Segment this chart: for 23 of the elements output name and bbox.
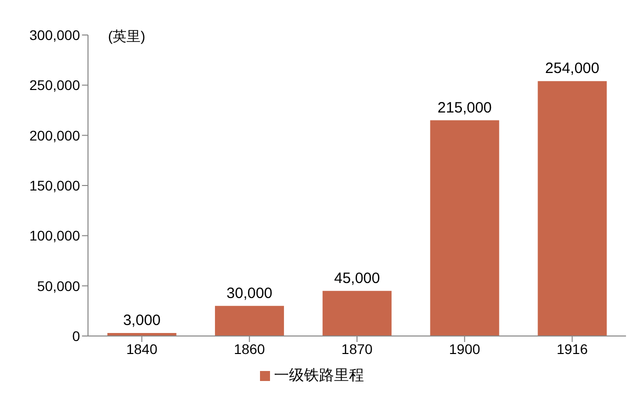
legend-label: 一级铁路里程 <box>274 367 364 384</box>
bar <box>430 120 500 336</box>
y-tick-label: 250,000 <box>29 77 80 94</box>
data-label: 30,000 <box>226 284 272 302</box>
y-tick-label: 300,000 <box>29 26 80 43</box>
x-tick-label: 1860 <box>234 340 266 357</box>
y-tick-label: 200,000 <box>29 127 80 144</box>
x-tick-label: 1870 <box>341 340 373 357</box>
y-axis-title: (英里) <box>108 28 146 46</box>
y-tick-label: 0 <box>72 328 80 344</box>
y-tick-label: 150,000 <box>29 177 80 194</box>
bar <box>322 290 392 336</box>
data-label: 3,000 <box>123 312 161 329</box>
data-label: 254,000 <box>545 60 600 78</box>
bar <box>538 81 607 336</box>
data-label: 45,000 <box>334 270 380 287</box>
x-tick-label: 1840 <box>126 340 158 357</box>
x-tick-label: 1916 <box>556 340 588 357</box>
y-tick-label: 50,000 <box>37 278 80 294</box>
x-tick-label: 1900 <box>449 340 480 357</box>
data-label: 215,000 <box>438 99 492 116</box>
y-tick-label: 100,000 <box>29 228 80 244</box>
bar <box>214 306 284 336</box>
